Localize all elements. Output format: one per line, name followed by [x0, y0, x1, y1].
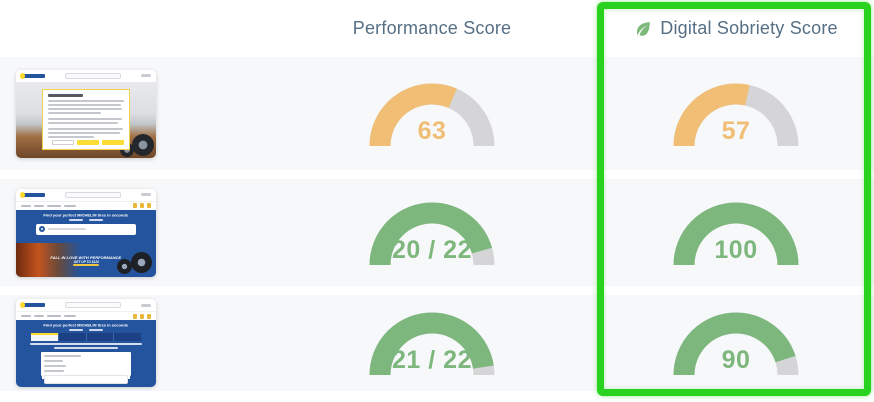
sobriety-column-label: Digital Sobriety Score — [660, 18, 838, 38]
sobriety-gauge: 100 — [672, 199, 800, 267]
cookie-accept-button — [102, 139, 124, 145]
sobriety-gauge: 90 — [672, 309, 800, 377]
tire-image — [132, 133, 154, 156]
menu-dots-icon — [141, 303, 151, 307]
michelin-logo — [20, 302, 45, 308]
promo-banner: FALL IN LOVE WITH PERFORMANCE GET UP TO … — [16, 242, 156, 277]
gauge-value: 20 / 22 — [392, 235, 472, 264]
bottom-search-row — [22, 375, 150, 384]
sobriety-gauge: 57 — [672, 80, 800, 148]
site-heading: Find your perfect MICHELIN tires in seco… — [43, 212, 129, 218]
gauge-value: 57 — [721, 116, 751, 145]
site-nav-bar — [16, 311, 156, 320]
cookie-decline-button — [52, 139, 74, 145]
nav-icons — [133, 313, 151, 319]
menu-dots-icon — [141, 74, 151, 77]
gauge-value: 100 — [714, 235, 758, 264]
tab-active — [31, 333, 59, 341]
browser-chrome — [16, 69, 156, 82]
mini-button — [22, 375, 42, 384]
dropdown-list — [41, 352, 131, 379]
mini-button — [130, 375, 150, 384]
site-thumbnail-cookie-dialog[interactable] — [16, 69, 156, 158]
site-logo — [20, 72, 45, 79]
audit-row: 63 57 — [0, 57, 874, 170]
menu-dots-icon — [141, 193, 151, 196]
banner-title: FALL IN LOVE WITH PERFORMANCE — [50, 254, 122, 260]
performance-gauge: 20 / 22 — [368, 199, 496, 267]
site-nav-bar — [16, 200, 156, 210]
performance-gauge: 63 — [368, 80, 496, 148]
leaf-icon — [637, 21, 650, 36]
helper-text — [30, 343, 142, 345]
audit-row: Find your perfect MICHELIN tires in seco… — [0, 179, 874, 286]
cookie-settings-button — [77, 139, 99, 145]
nav-icons — [133, 203, 151, 208]
banner-subtitle: GET UP TO $120 — [73, 259, 99, 264]
michelin-logo — [20, 191, 45, 198]
gauge-value: 21 / 22 — [392, 346, 472, 374]
tire-image — [131, 251, 152, 273]
selector-tabs — [31, 333, 141, 341]
site-body: Find your perfect MICHELIN tires in seco… — [16, 209, 156, 277]
site-hero-photo — [16, 81, 156, 158]
performance-column-label: Performance Score — [352, 18, 512, 38]
gauge-value: 63 — [417, 116, 447, 145]
performance-gauge: 21 / 22 — [368, 309, 496, 377]
helper-text — [53, 347, 119, 349]
mini-search-bar — [65, 191, 121, 198]
performance-column-header: Performance Score — [170, 18, 598, 39]
tire-icon — [38, 226, 45, 232]
tire-search-box — [35, 223, 137, 235]
cookie-consent-modal — [42, 88, 130, 150]
banner-note — [73, 263, 99, 266]
gauge-value: 90 — [721, 346, 751, 374]
site-thumbnail-michelin-homepage[interactable]: Find your perfect MICHELIN tires in seco… — [16, 188, 156, 277]
sobriety-column-header: Digital Sobriety Score — [598, 18, 874, 39]
mini-input — [44, 375, 128, 384]
browser-chrome — [16, 299, 156, 311]
mini-search-bar — [65, 302, 121, 308]
tire-image — [117, 258, 132, 274]
site-thumbnail-michelin-selector[interactable]: Find your perfect MICHELIN tires in seco… — [16, 299, 156, 387]
site-links — [69, 329, 103, 331]
browser-chrome — [16, 188, 156, 201]
header-row: Performance Score Digital Sobriety Score — [0, 0, 874, 57]
audit-row: Find your perfect MICHELIN tires in seco… — [0, 295, 874, 391]
site-heading: Find your perfect MICHELIN tires in seco… — [43, 323, 129, 328]
site-links — [69, 218, 103, 221]
mini-search-bar — [65, 72, 121, 79]
